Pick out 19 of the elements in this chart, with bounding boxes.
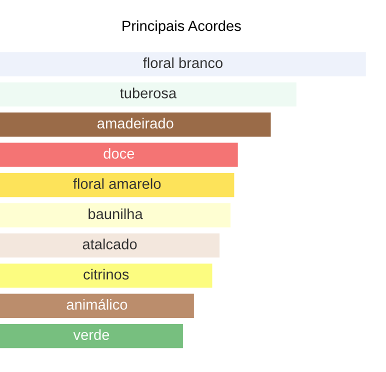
y-tick-label: floral amarelo <box>73 178 161 189</box>
chart-title: Principais Acordes <box>122 20 241 34</box>
bar <box>0 172 234 198</box>
y-tick-label: amadeirado <box>98 118 174 129</box>
y-tick-label: citrinos <box>84 268 129 280</box>
bar <box>0 294 194 318</box>
bar <box>0 324 183 348</box>
y-tick-label: doce <box>104 148 134 159</box>
y-tick-label: verde <box>73 329 110 340</box>
bar <box>0 233 220 258</box>
bar <box>0 264 212 288</box>
bar <box>0 112 271 137</box>
y-tick-label: baunilha <box>88 208 143 220</box>
y-tick-label: atalcado <box>82 238 137 250</box>
y-tick-label: animálico <box>66 298 128 310</box>
bar <box>0 142 238 167</box>
y-tick-label: floral branco <box>143 57 222 68</box>
y-tick-label: tuberosa <box>120 88 177 98</box>
bar <box>0 203 231 228</box>
